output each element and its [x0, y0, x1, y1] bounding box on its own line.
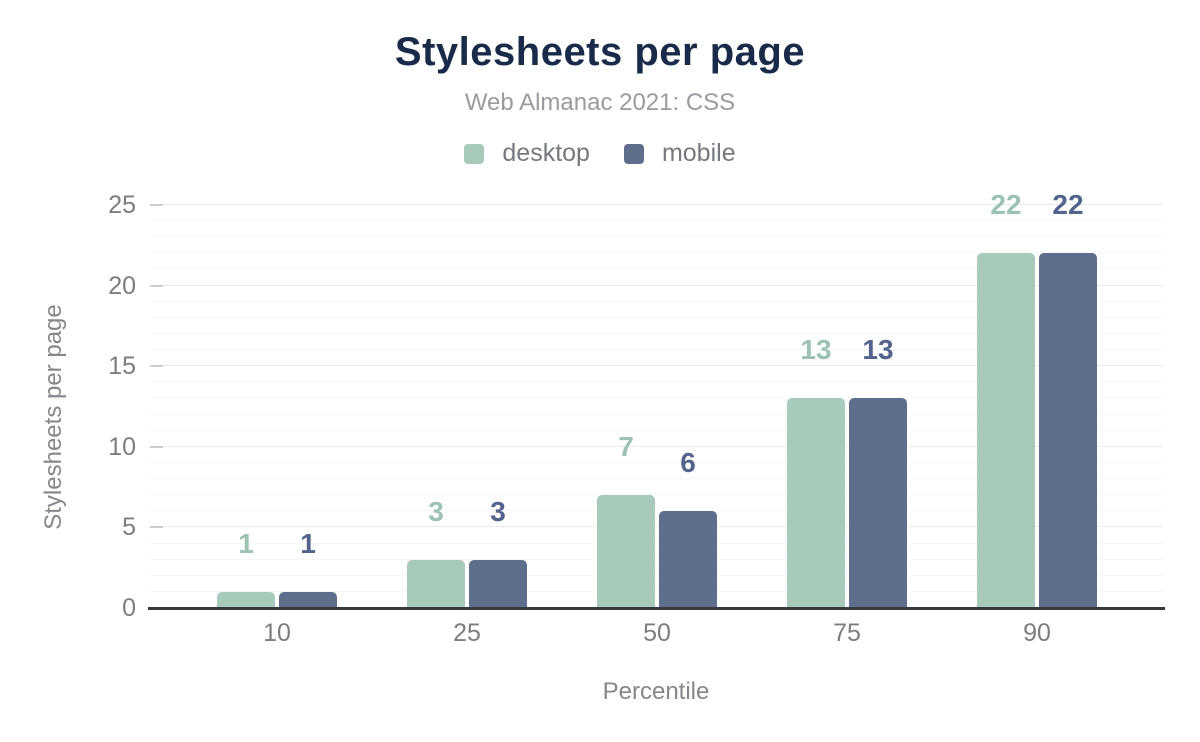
value-label-desktop-p50: 7 — [618, 431, 634, 463]
value-label-desktop-p25: 3 — [428, 495, 444, 527]
chart-subtitle: Web Almanac 2021: CSS — [464, 89, 736, 116]
y-tick-label: 0 — [122, 594, 136, 622]
gridline — [150, 429, 1163, 431]
gridline — [150, 284, 1163, 286]
gridline — [150, 526, 1163, 528]
gridline — [150, 510, 1163, 512]
bar-mobile-p10[interactable] — [279, 591, 337, 608]
chart-title: Stylesheets per page — [394, 30, 806, 74]
gridline — [150, 558, 1163, 560]
y-axis-title: Stylesheets per page — [40, 304, 67, 530]
legend-swatch-desktop-icon — [464, 143, 485, 164]
gridline — [150, 252, 1163, 254]
gridline — [150, 397, 1163, 399]
gridline — [150, 590, 1163, 592]
bar-mobile-p25[interactable] — [469, 559, 527, 608]
gridline — [150, 268, 1163, 270]
x-tick-label: 90 — [1023, 619, 1051, 647]
value-label-desktop-p90: 22 — [990, 189, 1022, 221]
gridline — [150, 381, 1163, 383]
x-tick-label: 50 — [643, 619, 671, 647]
y-tick-label: 20 — [108, 271, 136, 300]
gridline — [150, 461, 1163, 463]
y-tick-label: 10 — [108, 432, 136, 461]
plot-area: 1 3 7 13 22 1 3 6 13 22 — [148, 191, 1165, 610]
legend-item-mobile[interactable]: mobile — [623, 139, 736, 168]
x-tick-label: 25 — [453, 619, 481, 647]
y-tick-mark — [150, 284, 163, 287]
gridline — [150, 349, 1163, 351]
legend-item-desktop[interactable]: desktop — [464, 139, 590, 168]
y-tick-mark — [150, 365, 163, 368]
gridline — [150, 542, 1163, 544]
bar-mobile-p75[interactable] — [849, 398, 907, 608]
y-tick-label: 25 — [108, 191, 136, 219]
value-label-desktop-p75: 13 — [800, 334, 832, 366]
value-label-mobile-p10: 1 — [300, 527, 316, 559]
legend-swatch-mobile-icon — [623, 143, 644, 164]
y-tick-mark — [150, 204, 163, 206]
bar-desktop-p90[interactable] — [977, 253, 1035, 608]
y-tick-label: 15 — [108, 352, 136, 381]
x-tick-label: 10 — [263, 619, 291, 647]
gridline — [150, 316, 1163, 318]
gridline — [150, 445, 1163, 447]
bar-mobile-p50[interactable] — [659, 511, 717, 608]
gridline — [150, 574, 1163, 576]
x-axis-line — [148, 607, 1165, 610]
gridline — [150, 332, 1163, 334]
bar-mobile-p90[interactable] — [1039, 253, 1097, 608]
legend: desktop mobile — [0, 139, 1200, 168]
value-label-mobile-p75: 13 — [862, 334, 894, 366]
bar-desktop-p50[interactable] — [597, 495, 655, 608]
value-label-desktop-p10: 1 — [238, 527, 254, 559]
value-label-mobile-p25: 3 — [490, 495, 506, 527]
bar-desktop-p25[interactable] — [407, 559, 465, 608]
gridline — [150, 236, 1163, 238]
legend-label-desktop: desktop — [502, 139, 590, 167]
bar-desktop-p10[interactable] — [217, 591, 275, 608]
x-tick-label: 75 — [833, 619, 861, 647]
gridline — [150, 204, 1163, 205]
y-tick-mark — [150, 526, 163, 529]
gridline — [150, 494, 1163, 496]
gridline — [150, 365, 1163, 367]
value-label-mobile-p50: 6 — [680, 447, 696, 479]
y-tick-label: 5 — [122, 513, 136, 542]
gridline — [150, 478, 1163, 480]
value-label-mobile-p90: 22 — [1052, 189, 1084, 221]
y-tick-mark — [150, 445, 163, 448]
gridline — [150, 220, 1163, 222]
x-axis-title: Percentile — [602, 678, 710, 705]
bar-desktop-p75[interactable] — [787, 398, 845, 608]
gridline — [150, 413, 1163, 415]
gridline — [150, 300, 1163, 302]
legend-label-mobile: mobile — [661, 139, 736, 167]
